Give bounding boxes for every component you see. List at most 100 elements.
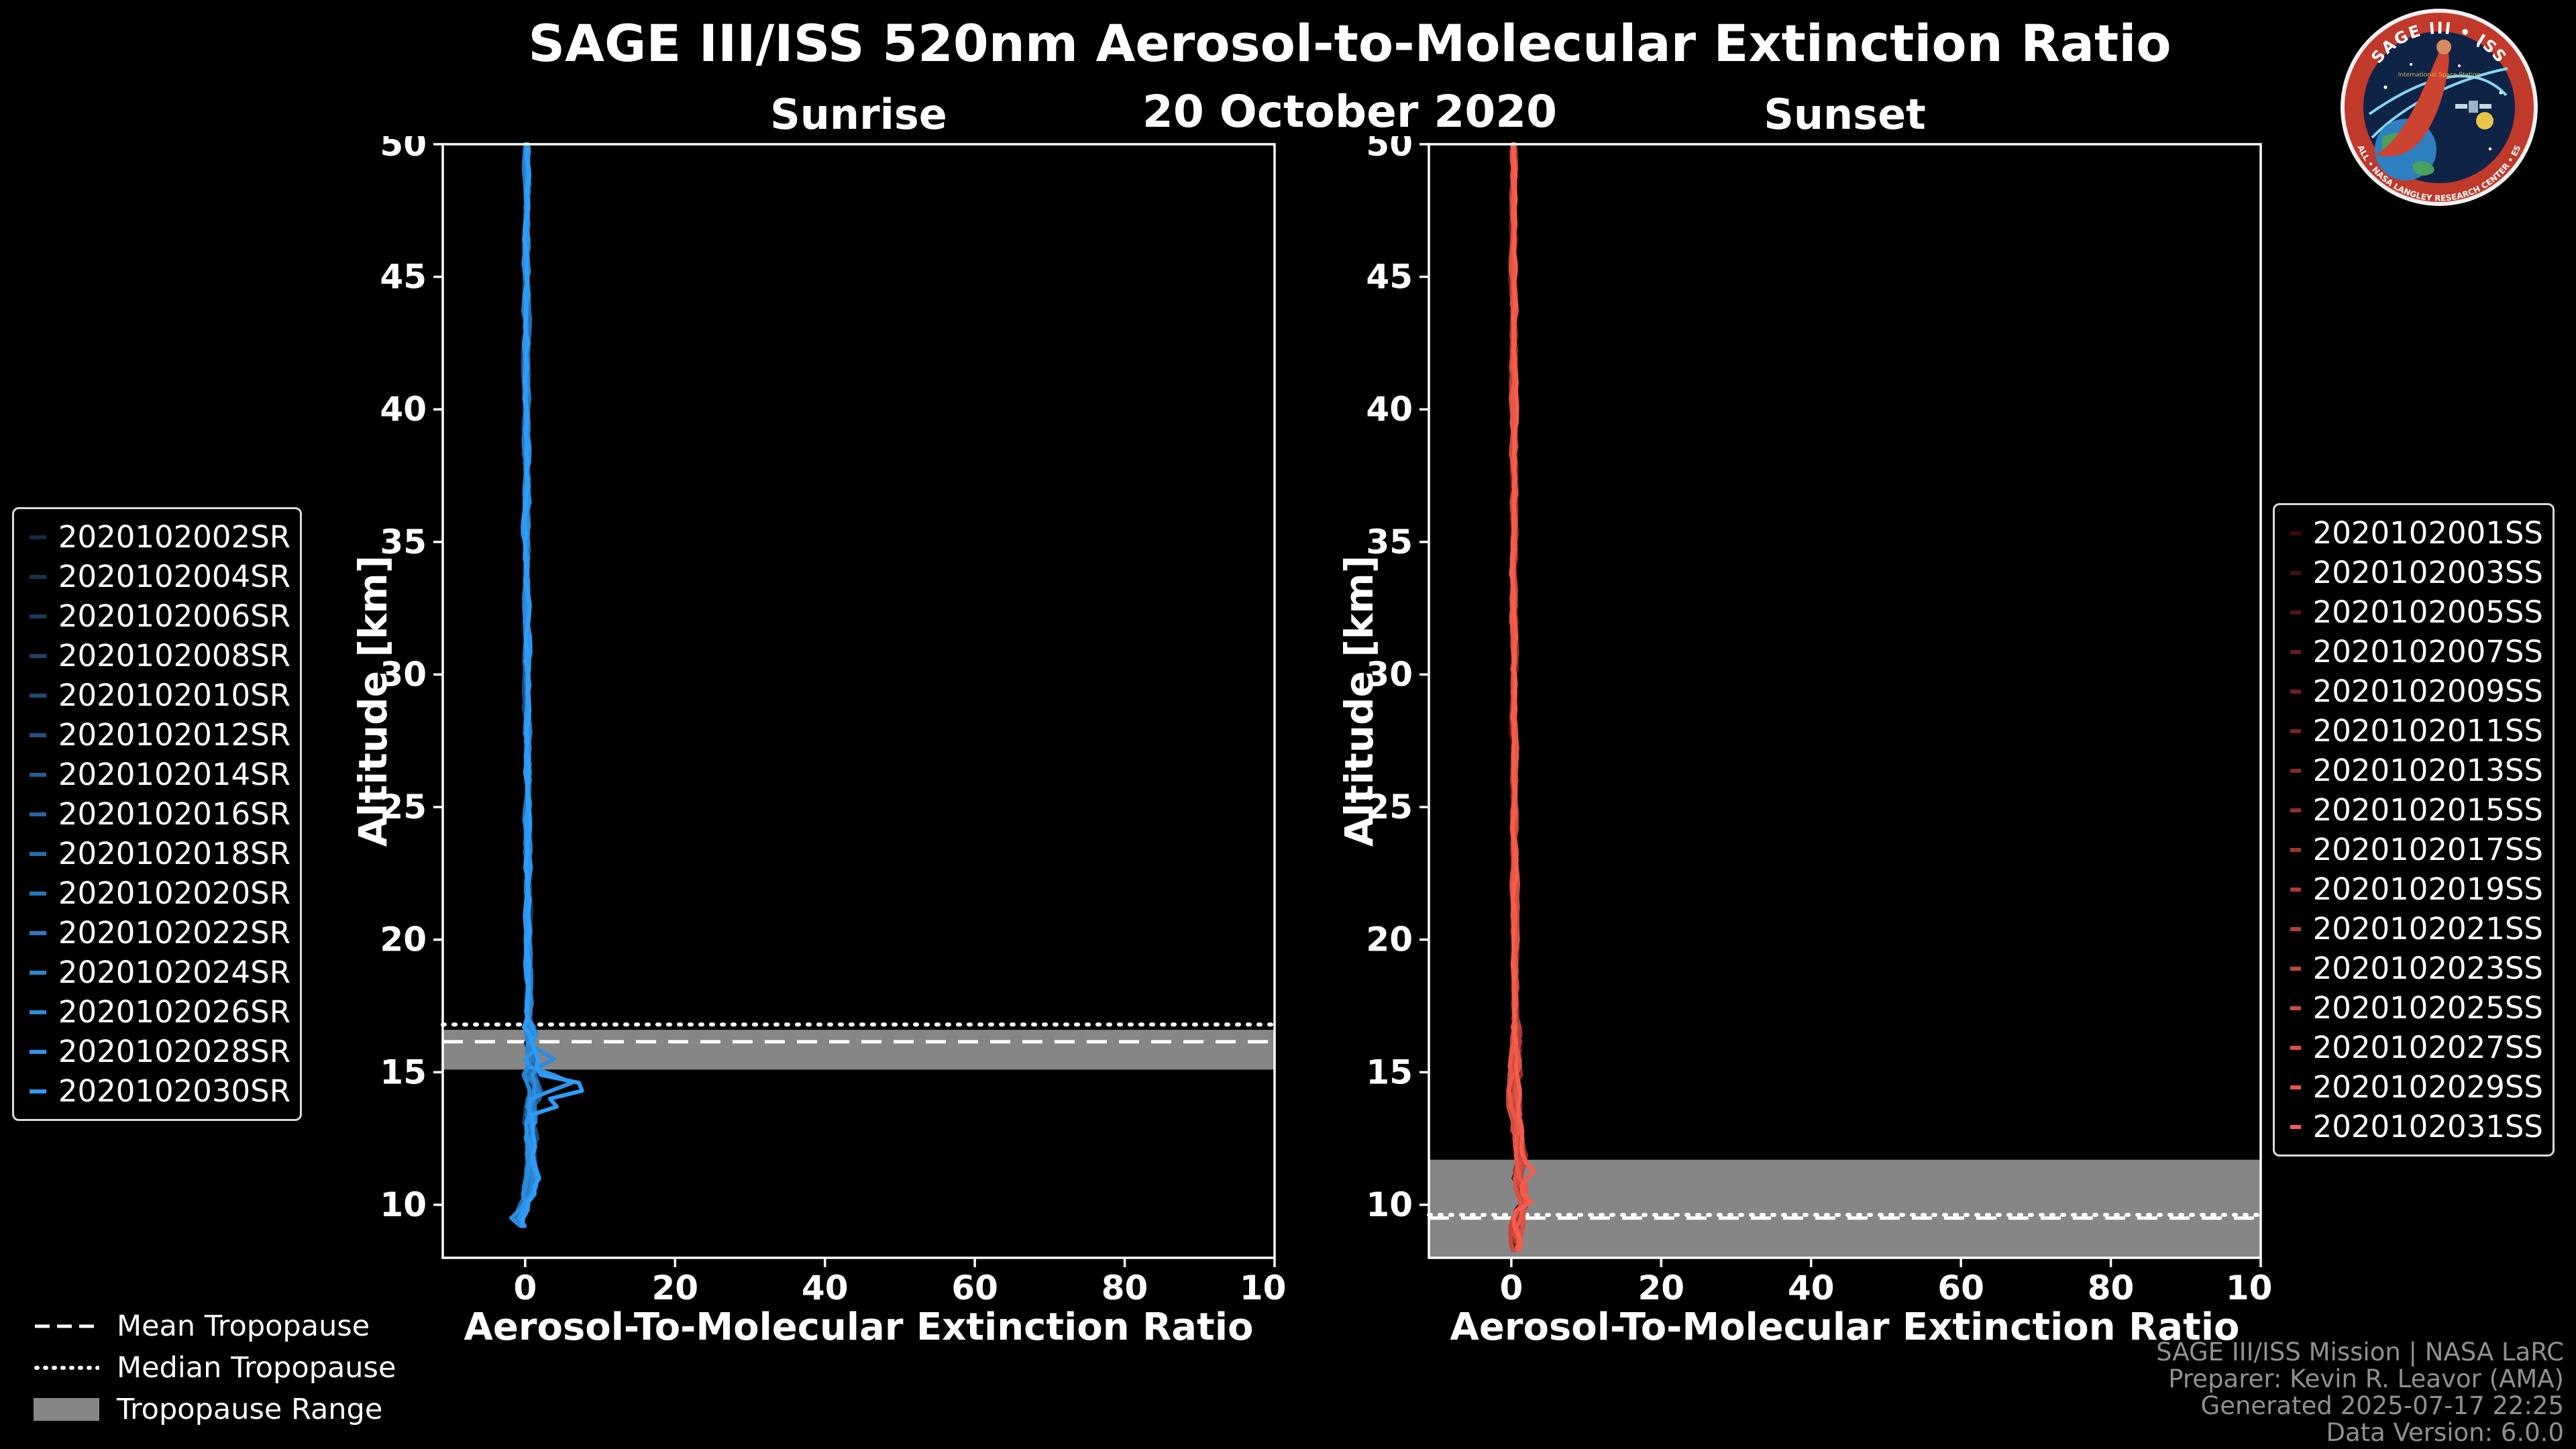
range-band-swatch: [34, 1398, 99, 1421]
legend-item-2020102013SS: 2020102013SS: [2288, 751, 2543, 790]
logo-moon: [2476, 112, 2493, 129]
tropopause-range-band: [1429, 1159, 2261, 1258]
legend-item-2020102018SR: 2020102018SR: [28, 834, 290, 873]
legend-line-swatch: [30, 970, 46, 975]
legend-line-swatch: [2290, 808, 2301, 812]
x-tick-label: 100: [1240, 1269, 1287, 1307]
legend-label: 2020102028SR: [58, 1034, 290, 1069]
y-tick-label: 30: [1366, 655, 1413, 694]
legend-item-2020102003SS: 2020102003SS: [2288, 553, 2543, 592]
y-tick-label: 50: [1366, 136, 1413, 164]
legend-item-2020102012SR: 2020102012SR: [28, 715, 290, 755]
logo-subtitle: International Space Station: [2398, 72, 2481, 78]
legend-line-swatch: [2290, 1085, 2301, 1089]
sunset-plot: 0 20 40 60 80 100 10 15 20 25 30 35 40 45 50: [1366, 136, 2273, 1307]
y-tick-label: 40: [1366, 390, 1413, 429]
median-tropopause-legend-item: Median Tropopause: [34, 1347, 396, 1389]
y-tick-label: 35: [380, 523, 427, 561]
legend-item-2020102024SR: 2020102024SR: [28, 953, 290, 992]
tropopause-range-band: [443, 1030, 1275, 1070]
sunrise-y-axis-label: Altitude [km]: [350, 555, 396, 847]
data-version: Data Version: 6.0.0: [2326, 1418, 2564, 1447]
plot-frame: [441, 143, 1276, 1259]
legend-label: 2020102025SS: [2312, 990, 2543, 1026]
legend-item-2020102001SS: 2020102001SS: [2288, 513, 2543, 553]
sunset-y-axis-label: Altitude [km]: [1336, 555, 1382, 847]
legend-label: 2020102016SR: [58, 796, 290, 832]
legend-line-swatch: [2290, 1006, 2301, 1010]
sunset-x-axis-label: Aerosol-To-Molecular Extinction Ratio: [1450, 1305, 2240, 1349]
legend-line-swatch: [30, 930, 46, 935]
legend-line-swatch: [30, 1010, 46, 1014]
legend-label: 2020102005SS: [2312, 594, 2543, 630]
dashed-line-swatch: [35, 1324, 98, 1328]
legend-item-2020102016SR: 2020102016SR: [28, 794, 290, 834]
y-tick-label: 25: [380, 788, 427, 826]
figure-date: 20 October 2020: [1142, 86, 1558, 138]
sunrise-panel-title: Sunrise: [770, 90, 947, 139]
legend-item-2020102017SS: 2020102017SS: [2288, 830, 2543, 869]
legend-item-2020102009SS: 2020102009SS: [2288, 672, 2543, 711]
y-tick-label: 50: [380, 136, 427, 164]
legend-item-2020102011SS: 2020102011SS: [2288, 711, 2543, 751]
x-tick-label: 80: [1102, 1269, 1148, 1307]
legend-item-2020102004SR: 2020102004SR: [28, 557, 290, 596]
legend-line-swatch: [30, 535, 46, 539]
legend-label: 2020102018SR: [58, 836, 290, 871]
legend-line-swatch: [30, 891, 46, 896]
legend-label: 2020102024SR: [58, 955, 290, 990]
legend-line-swatch: [30, 733, 46, 737]
legend-line-swatch: [2290, 847, 2301, 852]
sunrise-x-axis-label: Aerosol-To-Molecular Extinction Ratio: [464, 1305, 1254, 1349]
mission-credit: SAGE III/ISS Mission | NASA LaRC: [2156, 1338, 2564, 1366]
legend-label: 2020102012SR: [58, 717, 290, 753]
legend-item-2020102022SR: 2020102022SR: [28, 913, 290, 953]
legend-label: 2020102002SR: [58, 519, 290, 555]
tropopause-range-legend-item: Tropopause Range: [34, 1389, 396, 1430]
legend-line-swatch: [30, 1049, 46, 1054]
legend-line-swatch: [2290, 689, 2301, 694]
mean-tropopause-label: Mean Tropopause: [117, 1309, 370, 1343]
legend-item-2020102005SS: 2020102005SS: [2288, 592, 2543, 632]
x-tick-label: 0: [1499, 1269, 1523, 1307]
profile-line-2020102031SS: [1509, 142, 1536, 1252]
figure-title: SAGE III/ISS 520nm Aerosol-to-Molecular …: [528, 13, 2171, 73]
legend-line-swatch: [2290, 887, 2301, 892]
x-tick-label: 0: [513, 1269, 537, 1307]
legend-line-swatch: [2290, 570, 2301, 575]
credits: SAGE III/ISS Mission | NASA LaRC Prepare…: [2156, 1339, 2564, 1446]
legend-line-swatch: [30, 574, 46, 579]
legend-label: 2020102009SS: [2312, 674, 2543, 709]
y-tick-label: 20: [380, 920, 427, 959]
legend-line-swatch: [30, 1089, 46, 1093]
sunset-legend: 2020102001SS 2020102003SS 2020102005SS 2020…: [2273, 503, 2555, 1157]
profile-line-2020102030SR: [520, 142, 584, 1228]
legend-label: 2020102023SS: [2312, 951, 2543, 986]
x-tick-label: 40: [1788, 1269, 1835, 1307]
legend-line-swatch: [2290, 1045, 2301, 1050]
legend-label: 2020102014SR: [58, 757, 290, 792]
legend-item-2020102029SS: 2020102029SS: [2288, 1067, 2543, 1107]
legend-label: 2020102003SS: [2312, 555, 2543, 590]
dotted-line-swatch: [34, 1366, 99, 1370]
plot-frame: [1428, 143, 2262, 1259]
legend-label: 2020102030SR: [58, 1073, 290, 1109]
legend-line-swatch: [2290, 531, 2301, 535]
x-tick-label: 60: [1937, 1269, 1984, 1307]
iss-icon: [2455, 101, 2491, 113]
legend-item-2020102021SS: 2020102021SS: [2288, 909, 2543, 949]
legend-line-swatch: [30, 812, 46, 816]
x-tick-label: 80: [2088, 1269, 2135, 1307]
y-tick-label: 25: [1366, 788, 1413, 826]
generated-timestamp: Generated 2025-07-17 22:25: [2200, 1391, 2564, 1420]
legend-line-swatch: [30, 851, 46, 856]
legend-line-swatch: [30, 772, 46, 777]
legend-item-2020102031SS: 2020102031SS: [2288, 1107, 2543, 1146]
legend-item-2020102008SR: 2020102008SR: [28, 636, 290, 676]
legend-item-2020102014SR: 2020102014SR: [28, 755, 290, 794]
x-tick-label: 20: [1638, 1269, 1685, 1307]
tropopause-legend: Mean Tropopause Median Tropopause Tropop…: [34, 1305, 396, 1430]
legend-label: 2020102011SS: [2312, 713, 2543, 749]
legend-line-swatch: [2290, 649, 2301, 654]
